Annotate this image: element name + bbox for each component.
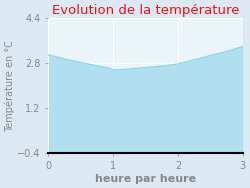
Title: Evolution de la température: Evolution de la température xyxy=(52,4,239,17)
Y-axis label: Température en °C: Température en °C xyxy=(4,40,15,132)
X-axis label: heure par heure: heure par heure xyxy=(95,174,196,184)
